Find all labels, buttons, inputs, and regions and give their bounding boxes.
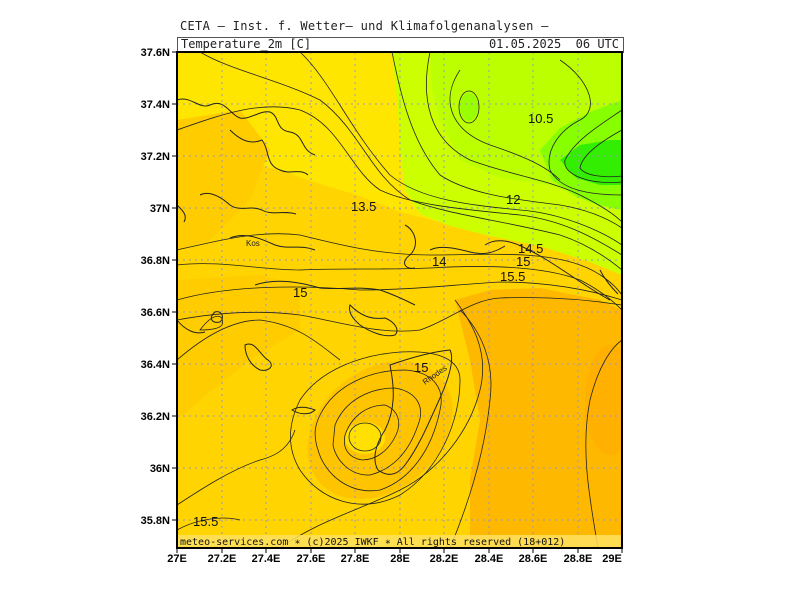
field-green-core bbox=[560, 140, 622, 185]
credit-bar bbox=[178, 535, 621, 547]
lat-tick-label: 36.6N bbox=[141, 307, 170, 319]
lon-tick-label: 28.4E bbox=[475, 553, 504, 565]
lat-tick-label: 37.2N bbox=[141, 151, 170, 163]
lat-tick-label: 36.2N bbox=[141, 411, 170, 423]
contour-label-13-5: 13.5 bbox=[351, 199, 376, 214]
contour-label-10-5: 10.5 bbox=[528, 111, 553, 126]
datetime-label: 01.05.2025 06 UTC bbox=[488, 37, 619, 51]
lon-tick-label: 28.2E bbox=[430, 553, 459, 565]
lon-tick-label: 29E bbox=[602, 553, 622, 565]
contour-label-14-5: 14.5 bbox=[518, 241, 543, 256]
tick-marks bbox=[172, 51, 623, 553]
institute-header: CETA – Inst. f. Wetter– und Klimafolgena… bbox=[180, 19, 549, 33]
lon-tick-label: 28.8E bbox=[564, 553, 593, 565]
contour-labels: 10.5 12 13.5 14.5 14 15 15.5 15 15 15.5 bbox=[193, 111, 553, 529]
variable-label: Temperature_2m [C] bbox=[181, 37, 312, 51]
coastlines bbox=[177, 98, 619, 475]
lat-tick-label: 35.8N bbox=[141, 515, 170, 527]
lon-tick-label: 28.6E bbox=[519, 553, 548, 565]
lat-tick-label: 37.4N bbox=[141, 99, 170, 111]
field-se-orange bbox=[455, 288, 622, 548]
lon-tick-label: 27.6E bbox=[297, 553, 326, 565]
color-field bbox=[177, 52, 622, 548]
lon-labels: 27E 27.2E 27.4E 27.6E 27.8E 28E 28.2E 28… bbox=[167, 553, 622, 565]
contour-label-15: 15 bbox=[293, 285, 307, 300]
contour-label-12: 12 bbox=[506, 192, 520, 207]
lat-tick-label: 37.6N bbox=[141, 47, 170, 59]
lon-tick-label: 27E bbox=[167, 553, 187, 565]
lat-tick-label: 36.8N bbox=[141, 255, 170, 267]
lon-tick-label: 27.2E bbox=[208, 553, 237, 565]
contour-label-14: 14 bbox=[432, 254, 446, 269]
field-green-blob bbox=[460, 93, 478, 121]
lat-labels: 37.6N 37.4N 37.2N 37N 36.8N 36.6N 36.4N … bbox=[141, 47, 170, 527]
isotherms bbox=[177, 52, 622, 548]
lat-tick-label: 36N bbox=[150, 463, 170, 475]
credit-text: meteo-services.com ∗ (c)2025 IWKF ∗ All … bbox=[180, 537, 565, 548]
lat-tick-label: 36.4N bbox=[141, 359, 170, 371]
lon-tick-label: 28E bbox=[390, 553, 410, 565]
lon-tick-label: 27.8E bbox=[341, 553, 370, 565]
place-label-kos: Kos bbox=[246, 239, 260, 248]
field-west-warm bbox=[177, 110, 270, 250]
contour-label-15-5: 15.5 bbox=[193, 514, 218, 529]
contour-label-15-5: 15.5 bbox=[500, 269, 525, 284]
field-east-edge bbox=[585, 345, 622, 455]
contour-label-15: 15 bbox=[516, 254, 530, 269]
field-west-orange bbox=[177, 275, 300, 420]
field-rhodes-core bbox=[345, 422, 385, 454]
lon-tick-label: 27.4E bbox=[252, 553, 281, 565]
lat-tick-label: 37N bbox=[150, 203, 170, 215]
contour-label-15: 15 bbox=[414, 360, 428, 375]
